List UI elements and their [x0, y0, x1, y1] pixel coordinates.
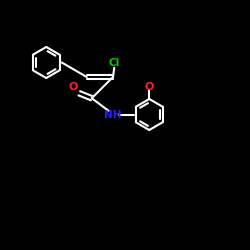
- Text: Cl: Cl: [108, 58, 120, 68]
- Text: O: O: [144, 82, 154, 92]
- Text: O: O: [68, 82, 78, 92]
- Text: NH: NH: [104, 110, 122, 120]
